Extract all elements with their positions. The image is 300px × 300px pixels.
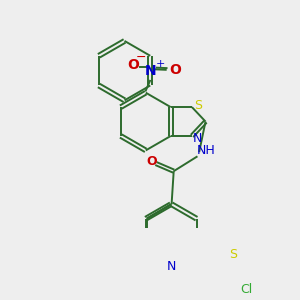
Text: S: S — [194, 98, 202, 112]
Text: O: O — [146, 155, 157, 168]
Text: Cl: Cl — [240, 283, 252, 296]
Text: O: O — [169, 63, 181, 77]
Text: N: N — [167, 260, 176, 273]
Text: +: + — [155, 59, 165, 69]
Text: −: − — [135, 51, 146, 64]
Text: O: O — [127, 58, 139, 72]
Text: N: N — [193, 132, 203, 145]
Text: N: N — [145, 64, 157, 79]
Text: S: S — [230, 248, 238, 261]
Text: NH: NH — [197, 144, 216, 157]
